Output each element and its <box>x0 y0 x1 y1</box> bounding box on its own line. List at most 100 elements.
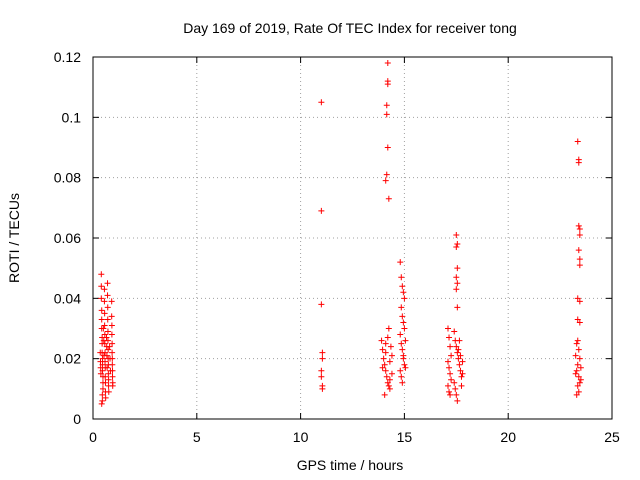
data-point <box>109 373 116 380</box>
data-point <box>454 280 461 287</box>
x-axis-title: GPS time / hours <box>297 457 404 473</box>
data-point <box>382 340 389 347</box>
data-point <box>101 331 108 338</box>
data-point <box>384 78 391 85</box>
data-point <box>458 382 465 389</box>
data-point <box>386 385 393 392</box>
data-point <box>99 361 106 368</box>
data-point <box>103 334 110 341</box>
data-point <box>384 334 391 341</box>
data-point <box>456 337 463 344</box>
data-point <box>318 99 325 106</box>
data-point <box>388 352 395 359</box>
data-point <box>574 316 581 323</box>
data-point <box>575 346 582 353</box>
x-tick-label: 5 <box>193 429 201 445</box>
data-point <box>384 379 391 386</box>
data-point <box>98 307 105 314</box>
data-point <box>385 195 392 202</box>
data-point <box>457 352 464 359</box>
data-point <box>399 379 406 386</box>
data-point <box>98 271 105 278</box>
data-point <box>576 355 583 362</box>
data-point <box>448 352 455 359</box>
data-point <box>453 286 460 293</box>
data-point <box>104 364 111 371</box>
data-point <box>98 316 105 323</box>
data-point <box>105 370 112 377</box>
data-point <box>109 382 116 389</box>
data-point <box>455 346 462 353</box>
data-point <box>103 352 110 359</box>
data-point <box>319 355 326 362</box>
data-point <box>454 265 461 272</box>
data-point <box>574 295 581 302</box>
data-point <box>383 102 390 109</box>
data-point <box>577 376 584 383</box>
y-axis-title: ROTI / TECUs <box>6 193 22 283</box>
data-point <box>401 325 408 332</box>
data-point <box>101 310 108 317</box>
plot-frame <box>92 56 613 420</box>
data-point <box>454 304 461 311</box>
data-point <box>446 364 453 371</box>
data-point <box>98 400 105 407</box>
y-tick-label: 0.06 <box>54 230 81 246</box>
data-point <box>106 343 113 350</box>
data-point <box>454 349 461 356</box>
data-point <box>380 355 387 362</box>
data-point <box>575 159 582 166</box>
data-point <box>402 337 409 344</box>
data-point <box>453 244 460 251</box>
data-point <box>574 337 581 344</box>
data-point <box>101 298 108 305</box>
data-point <box>400 289 407 296</box>
data-point <box>400 319 407 326</box>
data-point <box>99 355 106 362</box>
data-point <box>444 325 451 332</box>
data-point <box>401 361 408 368</box>
data-point <box>573 340 580 347</box>
data-point <box>100 337 107 344</box>
x-tick-label: 0 <box>89 429 97 445</box>
data-points <box>97 60 584 407</box>
data-point <box>386 376 393 383</box>
data-point <box>447 370 454 377</box>
data-point <box>104 280 111 287</box>
data-point <box>108 331 115 338</box>
data-point <box>576 262 583 269</box>
data-point <box>572 352 579 359</box>
y-tick-label: 0.1 <box>62 109 82 125</box>
data-point <box>318 367 325 374</box>
data-point <box>447 343 454 350</box>
data-point <box>387 343 394 350</box>
data-point <box>385 382 392 389</box>
data-point <box>399 346 406 353</box>
data-point <box>573 367 580 374</box>
data-point <box>101 286 108 293</box>
data-point <box>386 358 393 365</box>
data-point <box>444 382 451 389</box>
data-point <box>100 325 107 332</box>
data-point <box>446 388 453 395</box>
data-point <box>456 361 463 368</box>
data-point <box>398 340 405 347</box>
data-point <box>398 373 405 380</box>
data-point <box>379 346 386 353</box>
data-point <box>109 361 116 368</box>
chart-title: Day 169 of 2019, Rate Of TEC Index for r… <box>183 20 517 36</box>
data-point <box>574 382 581 389</box>
data-point <box>574 138 581 145</box>
data-point <box>383 171 390 178</box>
data-point <box>99 385 106 392</box>
data-point <box>99 367 106 374</box>
data-point <box>383 373 390 380</box>
data-point <box>102 379 109 386</box>
data-point <box>397 331 404 338</box>
data-point <box>576 231 583 238</box>
data-point <box>452 385 459 392</box>
data-point <box>101 340 108 347</box>
y-tick-label: 0.04 <box>54 290 81 306</box>
data-point <box>399 313 406 320</box>
